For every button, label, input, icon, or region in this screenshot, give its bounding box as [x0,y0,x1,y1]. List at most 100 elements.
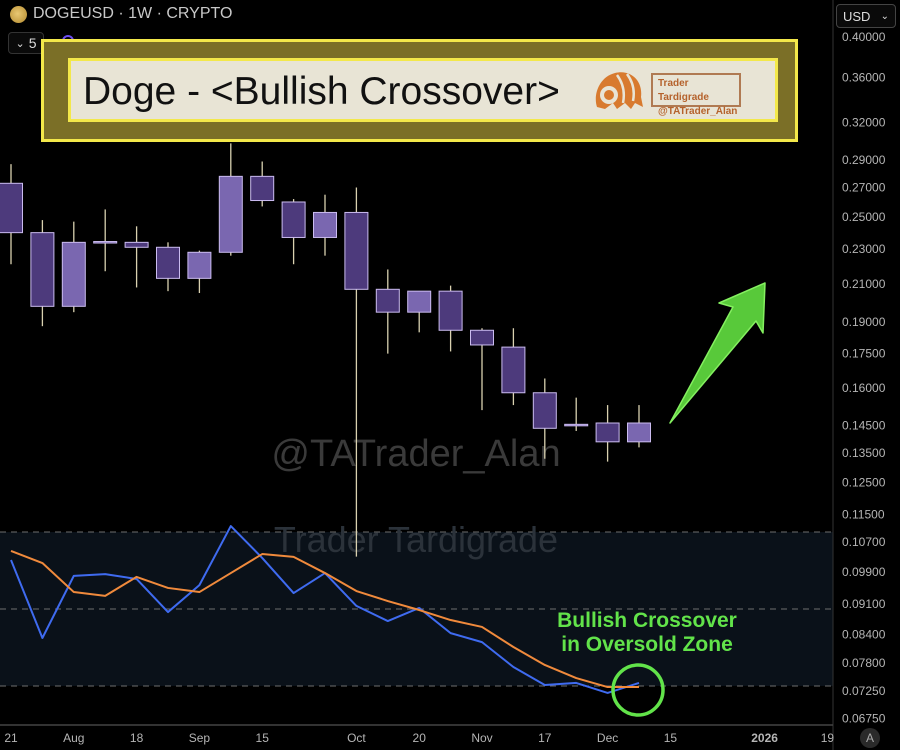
banner-title: Doge - <Bullish Crossover> [83,70,560,113]
up-arrow-icon [669,282,766,424]
time-tick-label: 2026 [751,731,778,745]
logo-text-box: Trader Tardigrade @TATrader_Alan [651,73,741,117]
time-tick-label: Oct [347,731,366,745]
tardigrade-logo-icon [595,72,643,109]
price-tick-label: 0.14500 [842,419,886,433]
doge-coin-icon [10,5,27,23]
indicator-count: 5 [28,35,37,51]
candle-body [187,251,212,279]
price-tick-label: 0.25000 [842,210,886,224]
time-tick-label: 15 [256,731,270,745]
indicators-toggle-button[interactable]: ⌄ 5 [8,32,44,54]
title-banner: Doge - <Bullish Crossover> Trader Tardig… [41,39,798,142]
price-tick-label: 0.11500 [842,507,885,521]
currency-label: USD [843,8,871,24]
time-tick-label: 18 [130,731,144,745]
price-tick-label: 0.10700 [842,535,886,549]
price-tick-label: 0.17500 [842,347,886,361]
auto-scale-button[interactable]: A [860,728,880,748]
candle [250,161,275,207]
chevron-down-icon: ⌄ [880,10,889,22]
annotation-line2: in Oversold Zone [561,633,733,656]
time-tick-label: Sep [189,731,211,745]
time-tick-label: Nov [471,731,492,745]
candles [0,143,651,557]
logo-line2: @TATrader_Alan [658,106,738,117]
price-axis[interactable]: 0.40000 0.36000 0.32000 0.29000 0.27000 0.250… [842,30,886,725]
price-tick-label: 0.07250 [842,684,886,698]
candle-body [375,288,400,313]
time-axis[interactable]: 21 Aug 18 Sep 15 Oct 20 Nov 17 Dec 15 2026 19 [4,731,834,745]
candle-body [0,182,23,234]
candle-body [532,392,557,429]
crossover-highlight-circle [611,663,665,717]
price-tick-label: 0.06750 [842,711,886,725]
candle [281,199,306,265]
candle-body [281,201,306,238]
candle-body [564,423,589,427]
candle-body [156,246,180,279]
candle [627,405,651,448]
oscillator-levels [0,531,833,687]
candle [61,221,86,313]
time-tick-label: Dec [597,731,618,745]
candle [344,187,369,557]
price-tick-label: 0.12500 [842,475,886,489]
candle-body [627,422,651,443]
price-tick-label: 0.19000 [842,315,886,329]
price-tick-label: 0.27000 [842,181,886,195]
time-tick-label: 21 [4,731,18,745]
candle [187,250,212,294]
candle [595,405,620,462]
annotation-line1: Bullish Crossover [557,609,737,632]
price-tick-label: 0.32000 [842,115,886,129]
logo-line1: Trader Tardigrade [658,78,709,103]
candle-body [93,241,118,244]
watermark-brand: Trader Tardigrade [274,519,558,560]
price-tick-label: 0.21000 [842,277,886,291]
candle-body [30,232,55,307]
price-tick-label: 0.36000 [842,70,886,84]
candle [470,328,494,411]
symbol-header[interactable]: DOGEUSD · 1W · CRYPTO [10,5,232,23]
time-tick-label: 15 [664,731,678,745]
candle-body [218,175,243,253]
watermark-handle: @TATrader_Alan [271,433,560,475]
candle [501,328,526,406]
price-tick-label: 0.13500 [842,446,886,460]
candle-body [501,346,526,394]
price-tick-label: 0.08400 [842,628,886,642]
price-tick-label: 0.16000 [842,381,886,395]
price-tick-label: 0.09100 [842,597,886,611]
candle-body [61,241,86,307]
candle-body [250,175,275,202]
price-tick-label: 0.09900 [842,565,886,579]
time-tick-label: 19 [821,731,835,745]
candle-body [595,422,620,443]
candle [407,290,432,333]
time-tick-label: 17 [538,731,552,745]
candle [375,269,400,354]
candle [124,226,149,288]
candle-body [438,290,463,331]
price-tick-label: 0.23000 [842,242,886,256]
time-tick-label: 20 [413,731,427,745]
price-tick-label: 0.40000 [842,30,886,44]
title-banner-inner: Doge - <Bullish Crossover> Trader Tardig… [68,58,778,122]
oscillator-lines [10,525,640,694]
candle [0,164,23,265]
candle [93,209,118,272]
candle [30,220,55,327]
candle [156,242,180,292]
candle-body [407,290,432,313]
symbol-line: DOGEUSD · 1W · CRYPTO [33,5,233,22]
candle [532,378,557,459]
candle [564,397,589,431]
time-tick-label: Aug [63,731,84,745]
currency-select[interactable]: USD ⌄ [836,4,896,28]
oscillator-slow-line [10,550,639,689]
candle-body [344,211,369,290]
price-tick-label: 0.29000 [842,153,886,167]
candle-body [313,211,337,238]
